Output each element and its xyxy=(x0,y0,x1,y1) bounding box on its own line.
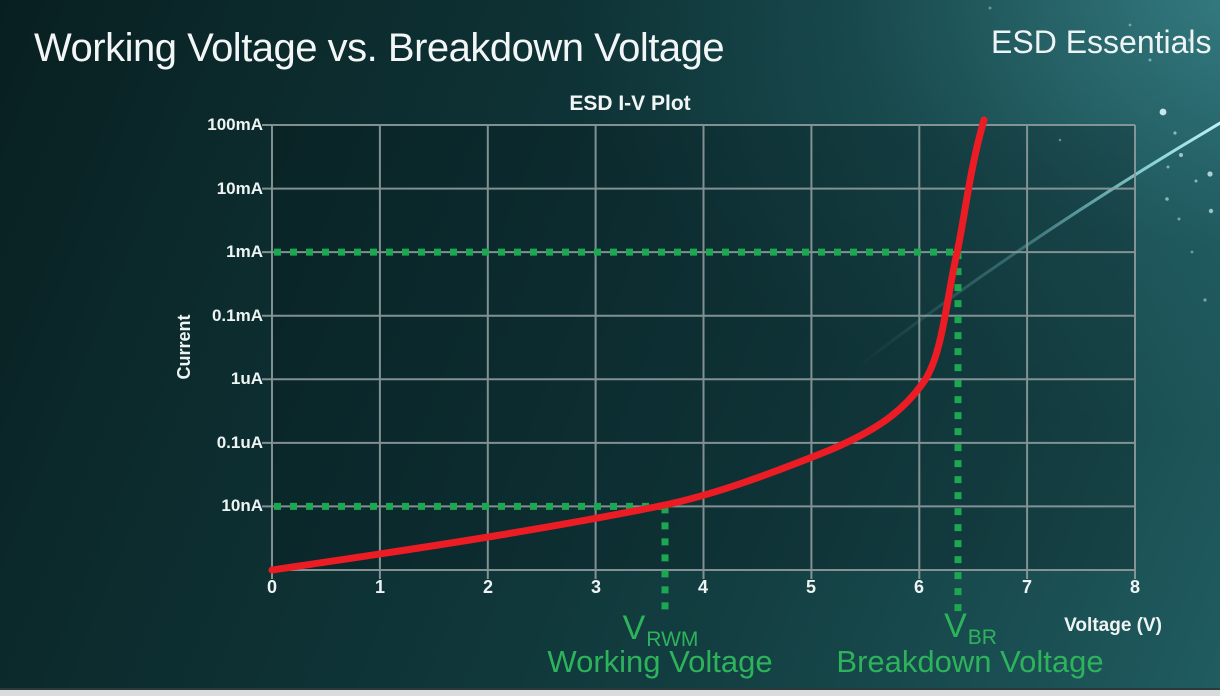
x-tick-8: 8 xyxy=(1129,577,1140,597)
vrwm-v: V xyxy=(622,609,646,647)
axis-ticks xyxy=(262,124,1136,579)
y-tick-100mA: 100mA xyxy=(207,115,263,134)
x-tick-1: 1 xyxy=(374,577,385,597)
y-tick-0.1mA: 0.1mA xyxy=(211,306,263,325)
vbr-v: V xyxy=(944,607,967,645)
brand-label: ESD Essentials xyxy=(991,24,1212,60)
vrwm-sub: RWM xyxy=(646,628,699,651)
iv-curve xyxy=(268,116,988,574)
y-tick-10nA: 10nA xyxy=(221,496,263,515)
vbr-sub: BR xyxy=(967,626,997,649)
y-tick-0.1uA: 0.1uA xyxy=(216,433,263,452)
x-tick-5: 5 xyxy=(805,577,816,597)
bottom-strip xyxy=(0,688,1220,696)
x-tick-7: 7 xyxy=(1021,577,1032,597)
y-tick-10mA: 10mA xyxy=(216,179,263,198)
x-tick-3: 3 xyxy=(590,577,601,597)
background-particles xyxy=(988,6,1214,302)
y-tick-1uA: 1uA xyxy=(230,369,263,388)
working-voltage-label: Working Voltage xyxy=(547,644,773,679)
x-axis-title: Voltage (V) xyxy=(1064,615,1162,636)
breakdown-voltage-label: Breakdown Voltage xyxy=(836,644,1104,679)
page-title: Working Voltage vs. Breakdown Voltage xyxy=(34,26,725,70)
vrwm-marker-lines xyxy=(274,502,669,614)
x-tick-0: 0 xyxy=(266,577,277,597)
vbr-symbol: VBR xyxy=(905,607,1035,649)
x-tick-6: 6 xyxy=(913,577,924,597)
grid-lines xyxy=(271,124,1136,571)
vbr-marker-lines xyxy=(274,248,962,612)
x-tick-2: 2 xyxy=(482,577,493,597)
vrwm-symbol: VRWM xyxy=(595,609,725,651)
background-swoosh xyxy=(855,121,1220,370)
x-tick-4: 4 xyxy=(697,577,708,597)
y-tick-1mA: 1mA xyxy=(226,242,263,261)
chart-title: ESD I-V Plot xyxy=(569,92,691,115)
